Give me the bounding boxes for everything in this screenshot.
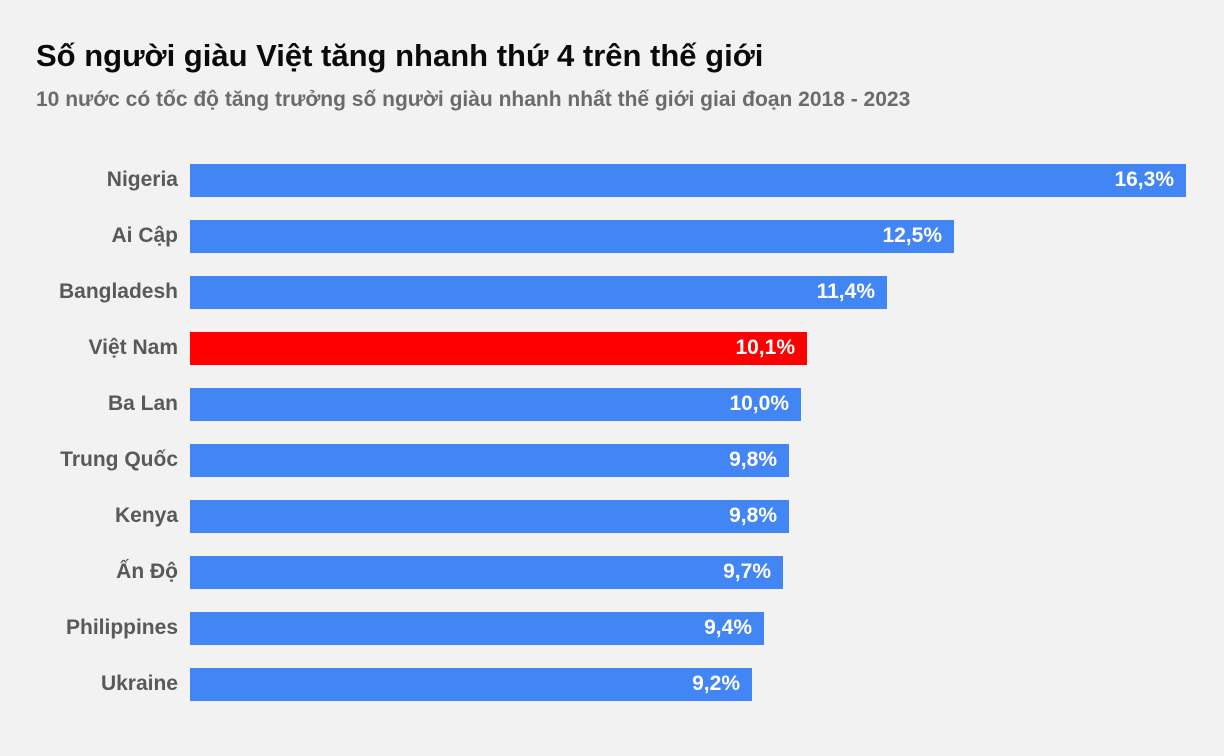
bar-row: Philippines 9,4% xyxy=(36,611,1188,645)
value-label: 9,4% xyxy=(704,616,752,640)
category-label: Ba Lan xyxy=(107,392,178,416)
bar: 9,2% xyxy=(190,667,752,701)
category-label: Ai Cập xyxy=(111,224,178,248)
bar-row: Kenya 9,8% xyxy=(36,499,1188,533)
bar-row: Nigeria 16,3% xyxy=(36,163,1188,197)
category-label: Bangladesh xyxy=(58,280,178,304)
page-subtitle: 10 nước có tốc độ tăng trưởng số người g… xyxy=(36,87,911,111)
bar-chart: Nigeria 16,3% Ai Cập 12,5% Bangladesh 11… xyxy=(36,163,1188,701)
bar-row: Ấn Độ 9,7% xyxy=(36,555,1188,589)
value-label: 9,8% xyxy=(729,448,777,472)
bar: 9,4% xyxy=(190,611,764,645)
bar-row: Bangladesh 11,4% xyxy=(36,275,1188,309)
category-label: Nigeria xyxy=(106,168,178,192)
value-label: 16,3% xyxy=(1114,168,1174,192)
category-label: Ấn Độ xyxy=(116,560,178,584)
bar: 9,8% xyxy=(190,443,789,477)
category-label: Philippines xyxy=(65,616,178,640)
chart-rows: Nigeria 16,3% Ai Cập 12,5% Bangladesh 11… xyxy=(36,163,1188,701)
value-label: 10,0% xyxy=(729,392,789,416)
value-label: 11,4% xyxy=(816,280,875,304)
category-label: Trung Quốc xyxy=(60,448,178,472)
value-label: 9,8% xyxy=(729,504,777,528)
bar-row: Ukraine 9,2% xyxy=(36,667,1188,701)
category-label: Việt Nam xyxy=(88,336,179,360)
value-label: 12,5% xyxy=(882,224,942,248)
category-label: Ukraine xyxy=(100,672,178,696)
value-label: 9,7% xyxy=(723,560,771,584)
bar-row: Ai Cập 12,5% xyxy=(36,219,1188,253)
bar: 10,0% xyxy=(190,387,801,421)
bar-row: Trung Quốc 9,8% xyxy=(36,443,1188,477)
bar: 11,4% xyxy=(190,275,887,309)
bar: 9,8% xyxy=(190,499,789,533)
value-label: 10,1% xyxy=(735,336,795,360)
bar-row: Ba Lan 10,0% xyxy=(36,387,1188,421)
value-label: 9,2% xyxy=(692,672,740,696)
bar: 16,3% xyxy=(190,163,1186,197)
bar: 10,1% xyxy=(190,331,807,365)
bar: 12,5% xyxy=(190,219,954,253)
category-label: Kenya xyxy=(114,504,178,528)
page-title: Số người giàu Việt tăng nhanh thứ 4 trên… xyxy=(36,38,764,73)
bar: 9,7% xyxy=(190,555,783,589)
bar-row: Việt Nam 10,1% xyxy=(36,331,1188,365)
